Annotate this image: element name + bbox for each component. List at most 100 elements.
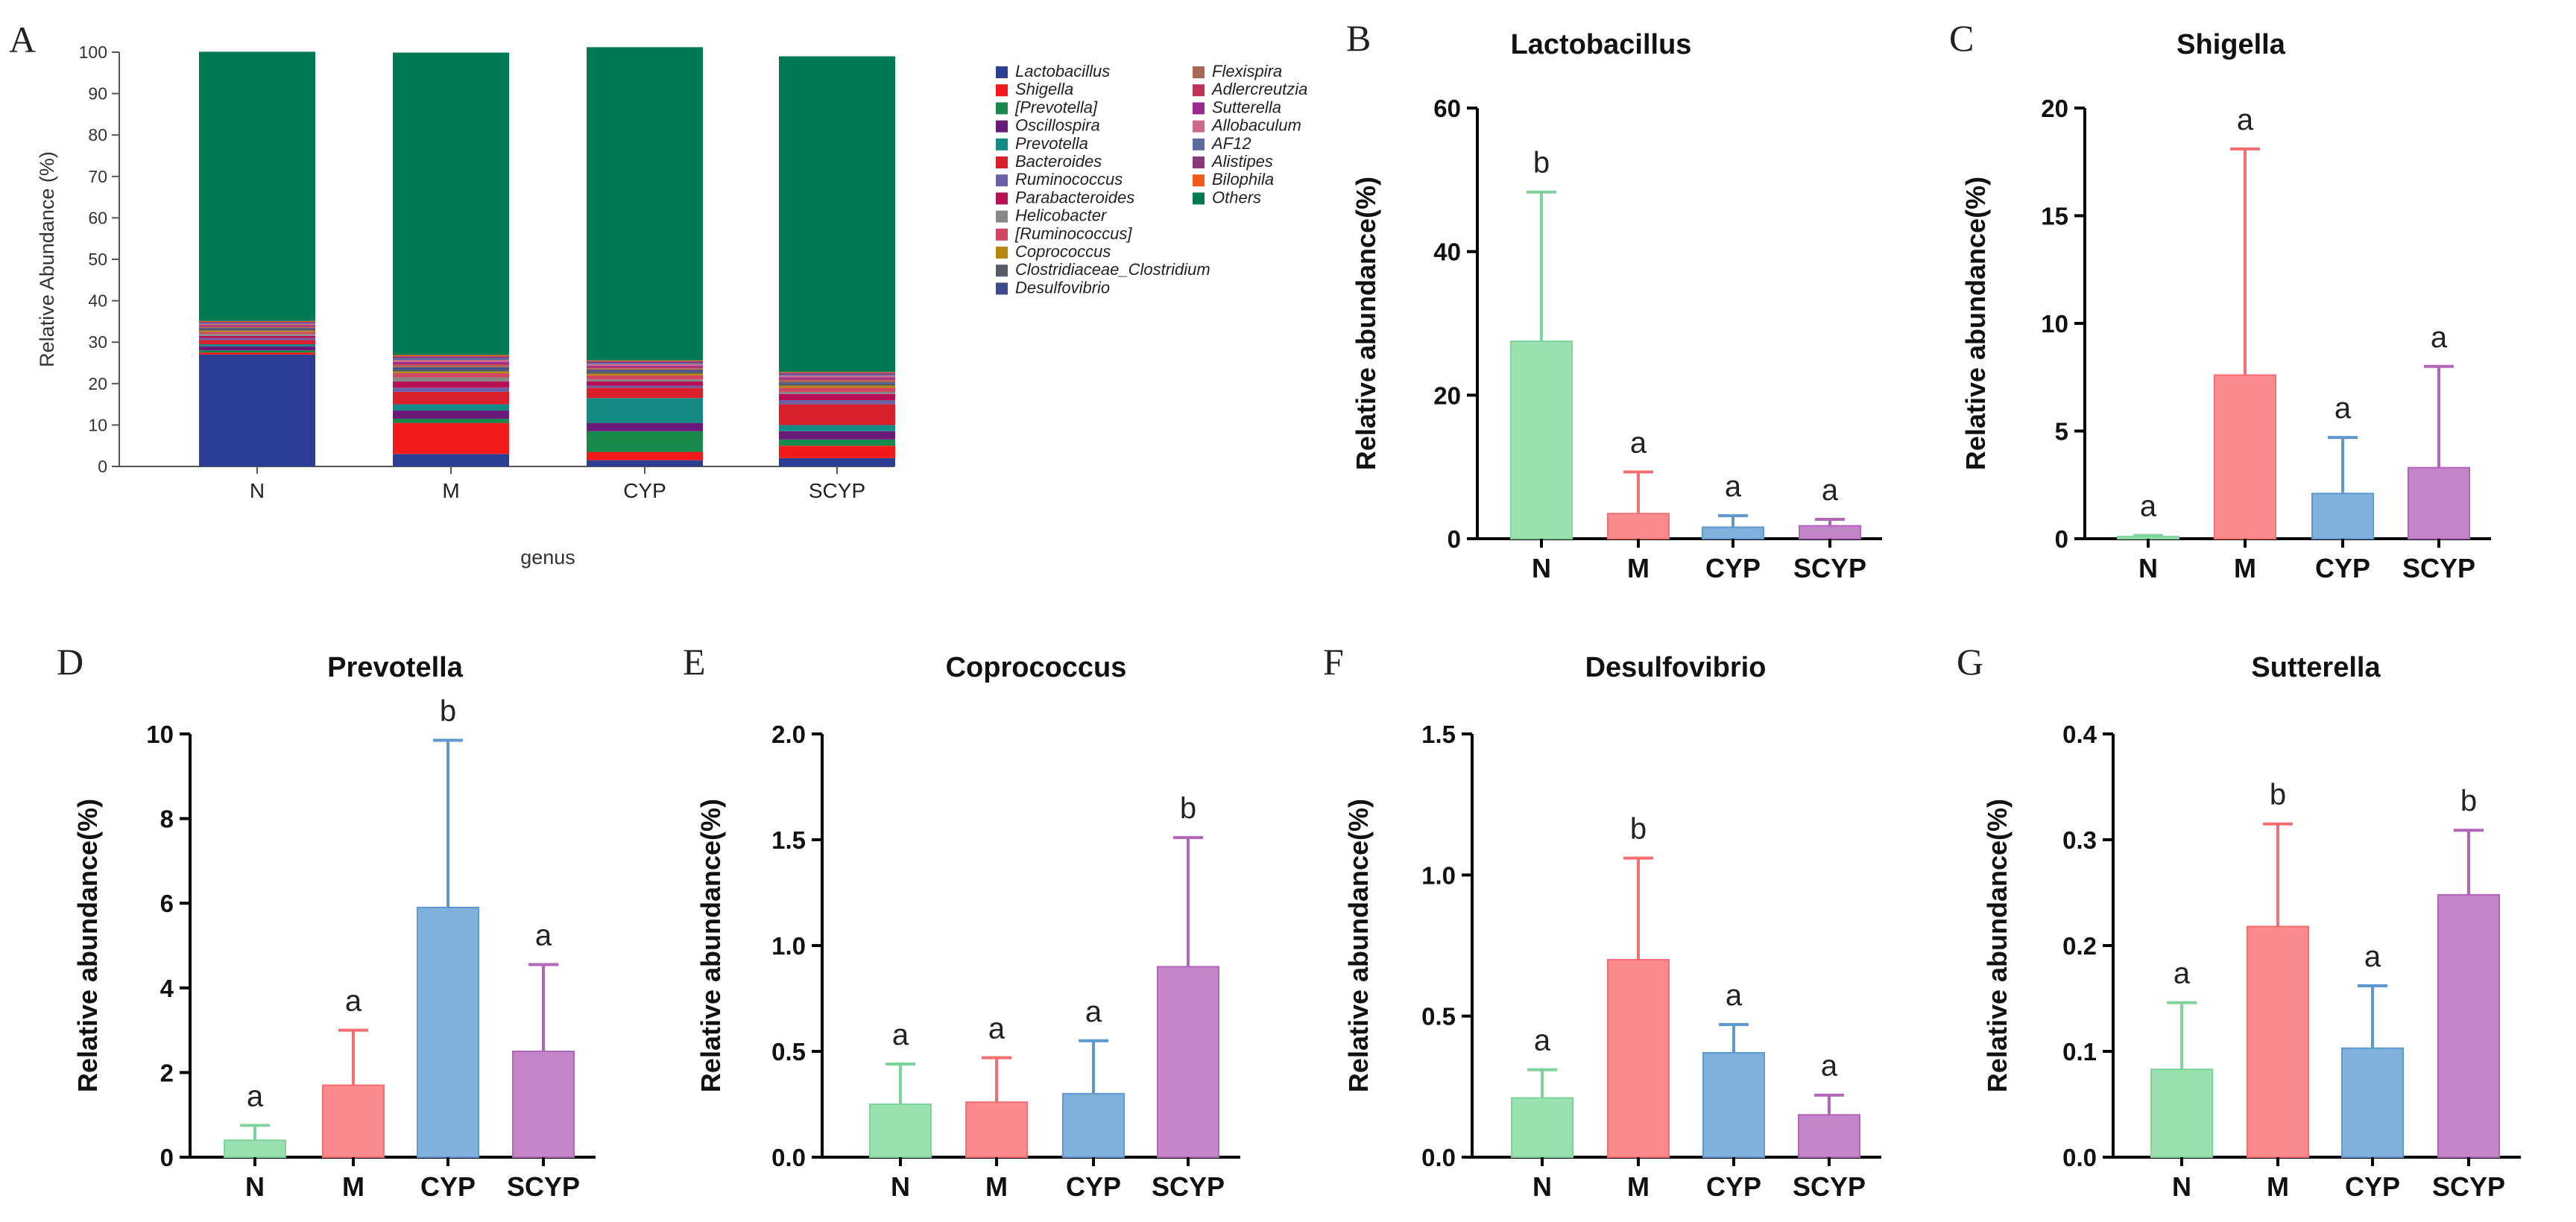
bar-n	[1511, 1097, 1573, 1158]
stacked-segment-coprococcus	[779, 385, 895, 388]
panel-a: A 0 10 20 30 40 50 60 70 80 90 100 Relative Abundanc…	[9, 19, 1307, 569]
bar-m	[322, 1084, 385, 1158]
legend-label: [Ruminococcus]	[1014, 224, 1132, 243]
legend-label: Allobaculum	[1210, 116, 1301, 135]
stacked-segment-sutterella	[779, 377, 895, 379]
y-tick-label-a: 80	[88, 125, 107, 145]
panel-d: D Prevotella Relative abundance(%) 0 2 4 6 8 10 a…	[57, 641, 596, 1202]
legend-label: Clostridiaceae_Clostridium	[1015, 260, 1210, 279]
legend-label: Flexispira	[1212, 62, 1282, 80]
legend-label: AF12	[1210, 134, 1251, 153]
y-tick-label: 1.0	[1421, 861, 1456, 889]
bar-cyp	[417, 906, 479, 1158]
x-tick-label: N	[1532, 553, 1551, 583]
x-tick-label: M	[2267, 1171, 2289, 1202]
legend-label: Alistipes	[1210, 152, 1273, 171]
legend-swatch	[996, 66, 1008, 78]
significance-label: a	[2237, 104, 2254, 136]
significance-label: a	[1821, 1050, 1838, 1083]
significance-label: a	[1085, 995, 1102, 1028]
stacked-segment--ruminococcus-	[587, 375, 703, 380]
y-tick-label: 0	[1448, 525, 1461, 553]
x-tick-label: N	[1532, 1171, 1552, 1202]
chart-title: Lactobacillus	[1511, 29, 1692, 60]
legend-label: Helicobacter	[1015, 206, 1108, 225]
y-tick-label: 40	[1433, 238, 1461, 266]
significance-label: a	[988, 1013, 1006, 1045]
stacked-segment-af12	[199, 323, 315, 324]
x-tick-label: M	[1627, 553, 1650, 583]
legend-swatch	[1193, 120, 1205, 133]
y-axis-label: Relative abundance(%)	[695, 799, 726, 1092]
stacked-segment-prevotella	[779, 425, 895, 431]
legend-swatch	[996, 174, 1008, 187]
legend-label: Sutterella	[1212, 98, 1281, 116]
significance-label: b	[440, 695, 456, 728]
y-tick-label: 1.5	[1421, 721, 1456, 748]
stacked-segment-af12	[587, 363, 703, 364]
y-tick-label: 15	[2041, 203, 2068, 230]
chart-title: Desulfovibrio	[1585, 652, 1767, 683]
x-tick-label: N	[2172, 1171, 2191, 1202]
y-tick-label: 0.5	[1421, 1003, 1456, 1031]
y-tick-label: 0.0	[2062, 1144, 2097, 1171]
stacked-segment-bilophila	[779, 372, 895, 373]
y-axis-label-a: Relative Abundance (%)	[36, 151, 58, 367]
y-tick-label-a: 60	[88, 208, 107, 227]
legend-label: Bacteroides	[1015, 152, 1102, 171]
stacked-segment-shigella	[587, 452, 703, 460]
bar-m	[2214, 374, 2276, 539]
y-tick-label-a: 90	[88, 84, 107, 104]
stacked-segment-helicobacter	[393, 377, 509, 382]
stacked-segment-bacteroides	[199, 340, 315, 344]
stacked-segment-others	[199, 51, 315, 321]
y-tick-label-a: 20	[88, 374, 107, 393]
panel-letter-f: F	[1323, 641, 1344, 683]
significance-label: b	[2460, 785, 2477, 817]
stacked-segment-allobaculum	[587, 364, 703, 366]
y-tick-label-a: 70	[88, 167, 107, 186]
y-axis-label: Relative abundance(%)	[1982, 799, 2012, 1092]
legend-label: Oscillospira	[1015, 116, 1100, 135]
bar-cyp	[2341, 1047, 2404, 1158]
stacked-segment-sutterella	[587, 365, 703, 367]
x-tick-label: SCYP	[2402, 553, 2475, 583]
x-tick-label: CYP	[2345, 1171, 2400, 1202]
bar-scyp	[512, 1051, 575, 1158]
panel-letter-d: D	[57, 641, 83, 683]
legend-swatch	[1193, 138, 1205, 151]
x-tick-label: SCYP	[1152, 1171, 1225, 1202]
y-tick-label: 0.0	[771, 1144, 806, 1171]
bar-scyp	[1798, 1114, 1860, 1158]
stacked-segment--ruminococcus-	[779, 387, 895, 392]
significance-label: a	[345, 985, 362, 1018]
y-tick-label: 60	[1433, 95, 1461, 122]
bar-scyp	[1799, 525, 1861, 539]
bar-m	[1607, 958, 1670, 1159]
stacked-segment-ruminococcus	[587, 385, 703, 388]
bar-m	[1607, 513, 1670, 539]
stacked-segment-prevotella	[393, 404, 509, 411]
stacked-segment-others	[587, 47, 703, 361]
legend-swatch	[1193, 192, 1205, 205]
significance-label: a	[535, 919, 552, 952]
y-tick-label-a: 50	[88, 250, 107, 269]
significance-label: b	[1630, 813, 1647, 846]
y-tick-label: 10	[146, 721, 174, 748]
x-tick-label: CYP	[2315, 553, 2370, 583]
stacked-segment-shigella	[199, 352, 315, 355]
y-tick-label: 0.5	[771, 1038, 806, 1066]
stacked-segment-clostridiaceae-clostridium	[199, 329, 315, 331]
y-axis-label: Relative abundance(%)	[72, 799, 103, 1092]
stacked-segment-adlercreutzia	[393, 364, 509, 366]
y-tick-label: 6	[160, 890, 174, 917]
stacked-segment-allobaculum	[393, 360, 509, 362]
stacked-segment-desulfovibrio	[393, 367, 509, 370]
y-tick-label: 5	[2055, 418, 2068, 446]
stacked-segment-flexispira	[393, 365, 509, 368]
x-tick-label-a: SCYP	[809, 479, 865, 502]
y-tick-label-a: 30	[88, 332, 107, 352]
legend-label: Bilophila	[1212, 170, 1274, 189]
